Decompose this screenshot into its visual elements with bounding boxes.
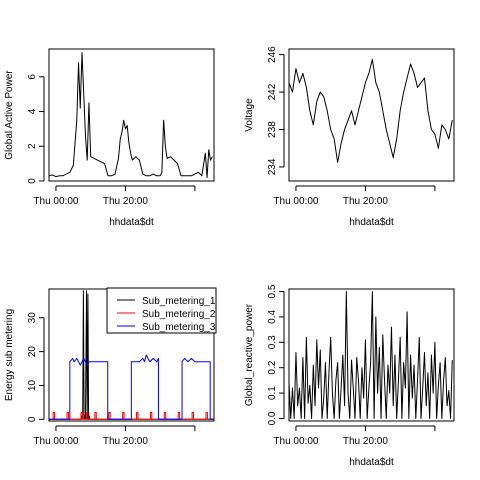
legend-label-3: Sub_metering_3: [142, 322, 216, 333]
x-tick-label: Thu 00:00: [273, 436, 318, 447]
panel-top-right: Thu 00:00 Thu 20:00 234 238 242 246 hhdata$dt V…: [244, 46, 455, 228]
x-tick-label: Thu 20:00: [343, 436, 388, 447]
y-tick-label: 238: [267, 121, 278, 138]
y-tick-label: 242: [267, 83, 278, 100]
x-axis-title: hhdata$dt: [349, 217, 394, 228]
legend-label-2: Sub_metering_2: [142, 309, 216, 320]
y-tick-label: 20: [27, 346, 38, 358]
x-tick-label: Thu 00:00: [33, 436, 78, 447]
y-tick-label: 0.5: [267, 284, 278, 298]
series-group: [49, 51, 213, 179]
series-line-1: [289, 291, 453, 419]
y-tick-label: 246: [267, 46, 278, 63]
y-tick-label: 0.2: [267, 360, 278, 374]
series-group: [289, 58, 453, 163]
plot-border: [288, 288, 455, 422]
plot-border: [288, 48, 455, 182]
legend: Sub_metering_1 Sub_metering_2 Sub_metering…: [106, 287, 217, 334]
x-tick-label: Thu 20:00: [343, 196, 388, 207]
y-tick-label: 0.1: [267, 386, 278, 400]
y-tick-label: 0: [27, 416, 38, 422]
panel-top-left: Thu 00:00 Thu 20:00 0 2 4 6 hhdata$dt Global Ac…: [4, 48, 215, 228]
y-axis-title: Voltage: [244, 98, 255, 132]
plot-border: [48, 48, 215, 182]
y-axis-title: Global Active Power: [4, 70, 15, 160]
y-axis-title: Energy sub metering: [4, 309, 15, 401]
panel-bottom-left: Thu 00:00 Thu 20:00 0 10 20 30 Energy sub mete…: [4, 287, 217, 447]
series-line-3: [49, 354, 214, 420]
y-tick-label: 0.3: [267, 335, 278, 349]
x-tick-label: Thu 20:00: [103, 196, 148, 207]
x-tick-label: Thu 20:00: [103, 436, 148, 447]
y-tick-label: 30: [27, 312, 38, 324]
y-tick-label: 0: [27, 178, 38, 184]
series-line-1: [289, 58, 453, 163]
legend-label-1: Sub_metering_1: [142, 296, 216, 307]
x-tick-label: Thu 00:00: [273, 196, 318, 207]
x-tick-label: Thu 00:00: [33, 196, 78, 207]
y-tick-label: 2: [27, 143, 38, 149]
x-axis-title: hhdata$dt: [109, 217, 154, 228]
x-axis-title: hhdata$dt: [349, 457, 394, 468]
y-tick-label: 10: [27, 379, 38, 391]
y-tick-label: 6: [27, 74, 38, 80]
y-tick-label: 4: [27, 108, 38, 114]
series-group: [289, 291, 453, 419]
series-group: [49, 290, 214, 420]
y-axis-title: Global_reactive_power: [244, 303, 255, 406]
y-tick-label: 0.4: [267, 310, 278, 324]
panel-bottom-right: Thu 00:00 Thu 20:00 0.0 0.1 0.2 0.3 0.4 0.5 hhda…: [244, 284, 455, 468]
legend-items: Sub_metering_1 Sub_metering_2 Sub_metering…: [117, 296, 216, 333]
y-tick-label: 234: [267, 158, 278, 175]
y-tick-label: 0.0: [267, 411, 278, 425]
series-line-1: [49, 51, 213, 179]
